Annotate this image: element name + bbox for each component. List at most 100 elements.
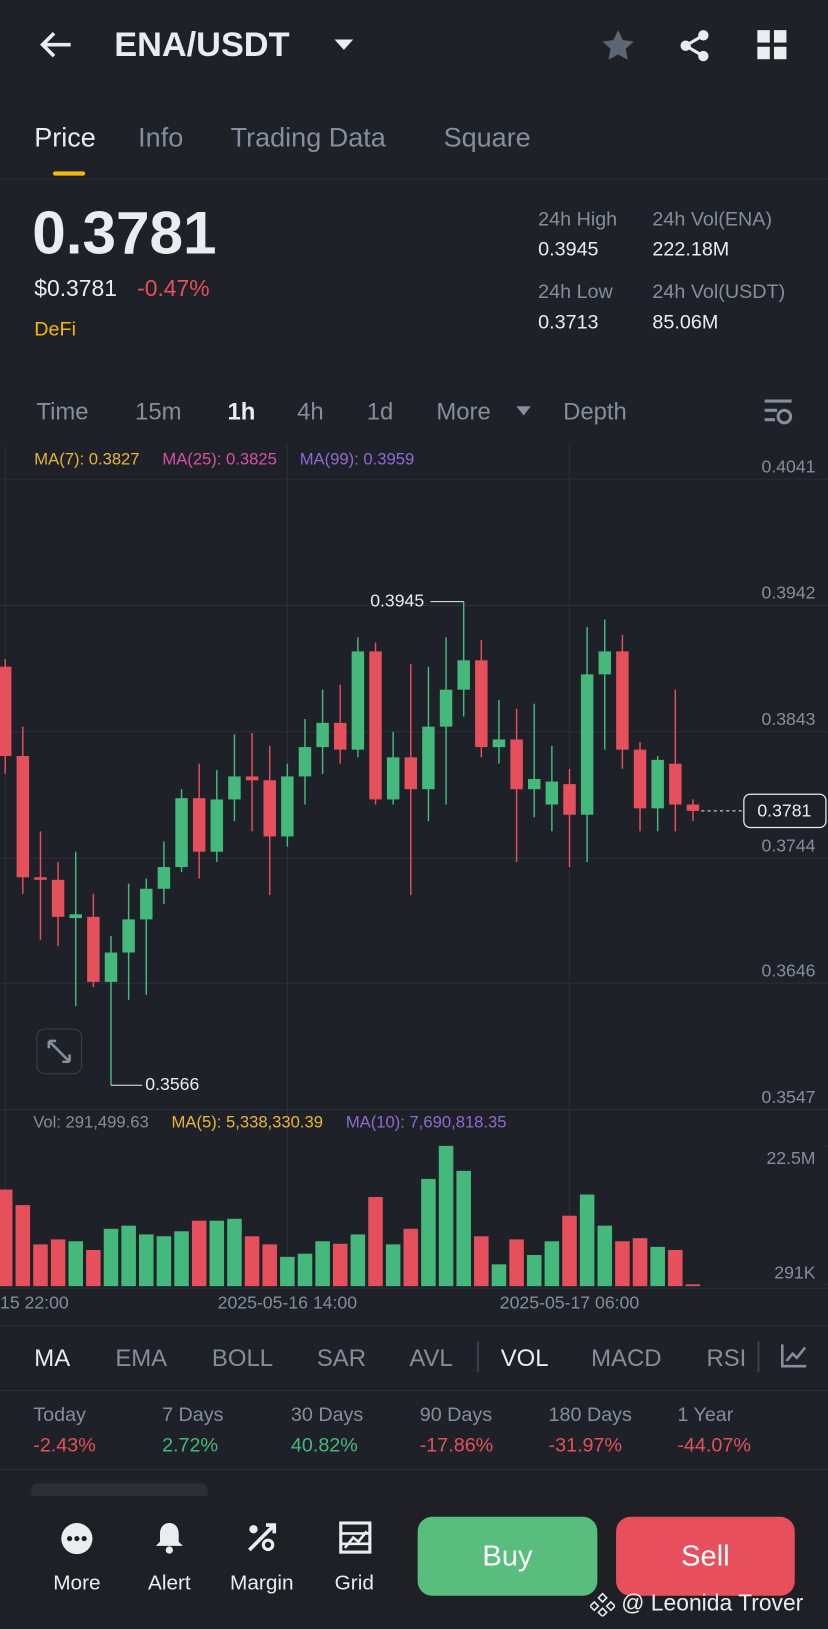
candle-body [580, 674, 594, 815]
indicator-tab[interactable]: AVL [409, 1344, 453, 1372]
stat-value: 222.18M [652, 238, 730, 261]
volume-bar [244, 1236, 260, 1287]
volume-bar [68, 1241, 84, 1287]
sell-button[interactable]: Sell [616, 1516, 795, 1596]
interval-tab[interactable]: 4h [297, 397, 324, 425]
candle-body [228, 776, 241, 800]
volume-bar [385, 1244, 401, 1287]
candle-body [140, 888, 153, 920]
candle-body [298, 747, 312, 777]
action-label[interactable]: More [53, 1571, 101, 1595]
volume-bar [50, 1239, 66, 1287]
tab[interactable]: Trading Data [230, 121, 386, 153]
stat-label: 24h Low [538, 281, 613, 304]
more-icon[interactable] [60, 1522, 93, 1555]
pair-dropdown[interactable] [333, 37, 354, 52]
alert-icon[interactable] [153, 1520, 186, 1555]
indicator-tab[interactable]: MA [34, 1344, 71, 1372]
action-label[interactable]: Margin [230, 1571, 294, 1595]
low-label: 0.3566 [145, 1074, 199, 1094]
volume-bar [33, 1244, 48, 1287]
indicator-tab[interactable]: BOLL [211, 1344, 274, 1372]
candle-body [651, 759, 664, 809]
tab[interactable]: Square [443, 121, 531, 153]
buy-button[interactable]: Buy [417, 1516, 598, 1596]
watermark: @ Leonida Trover [621, 1589, 804, 1616]
volume-bar [315, 1241, 330, 1287]
candle-body [386, 757, 400, 800]
indicator-tab[interactable]: VOL [500, 1344, 549, 1372]
interval-tab[interactable]: Depth [563, 397, 627, 425]
candle-body [175, 798, 188, 868]
volume-bar [138, 1234, 154, 1287]
share-icon[interactable] [677, 28, 712, 63]
interval-tab[interactable]: More [436, 397, 491, 425]
stat-label: 24h Vol(ENA) [652, 208, 773, 231]
candle-body [104, 952, 118, 982]
legend-entry: MA(5): 5,338,330.39 [172, 1112, 323, 1131]
candle-body [492, 739, 506, 748]
margin-icon[interactable] [245, 1521, 278, 1554]
volume-bar [650, 1246, 665, 1287]
volume-bar [615, 1241, 630, 1287]
stat-value: 0.3713 [538, 311, 599, 334]
y-tick-label: 0.3942 [762, 583, 816, 603]
volume-bar [474, 1236, 489, 1287]
watermark-logo [590, 1592, 616, 1617]
legend-entry: MA(99): 0.3959 [300, 450, 414, 469]
candle-body [210, 799, 224, 852]
back-button[interactable] [37, 29, 74, 60]
candle-body [51, 879, 65, 917]
volume-bar [103, 1228, 119, 1287]
y-tick-label: 291K [774, 1263, 815, 1283]
tab-indicator [52, 171, 86, 176]
usd-price: $0.3781 [34, 275, 117, 302]
favorite-icon[interactable] [600, 28, 635, 63]
volume-bar [156, 1236, 172, 1287]
interval-tab[interactable]: 1h [227, 397, 256, 425]
candle-body [439, 689, 453, 727]
legend-entry: Vol: 291,499.63 [33, 1112, 148, 1131]
candle-body [404, 757, 418, 790]
volume-bar [86, 1249, 101, 1287]
candle-body [563, 784, 576, 815]
candle-body [616, 651, 629, 750]
expand-icon [47, 1039, 71, 1064]
indicator-tab[interactable]: EMA [115, 1344, 168, 1372]
candle-body [351, 651, 365, 750]
action-label[interactable]: Alert [147, 1571, 191, 1595]
expand-button[interactable] [36, 1028, 83, 1075]
stat-value: 0.3945 [538, 238, 599, 261]
period-label: 180 Days [548, 1404, 632, 1427]
candle-body [686, 804, 700, 811]
volume-bar [332, 1243, 348, 1287]
indicator-tab[interactable]: RSI [706, 1344, 747, 1372]
volume-bar [526, 1254, 542, 1287]
indicator-tab[interactable]: SAR [316, 1344, 366, 1372]
volume-bar [209, 1220, 225, 1287]
tab[interactable]: Price [34, 121, 96, 153]
volume-bar [544, 1241, 560, 1287]
legend-entry: MA(7): 0.3827 [34, 450, 139, 469]
pair-title[interactable]: ENA/USDT [114, 24, 290, 64]
tab[interactable]: Info [138, 121, 184, 153]
volume-bar [280, 1256, 295, 1287]
interval-tab[interactable]: 15m [135, 397, 182, 425]
more-caret [516, 406, 531, 416]
divider [0, 1390, 828, 1392]
indicator-tab[interactable]: MACD [591, 1344, 662, 1372]
category-tag[interactable]: DeFi [34, 318, 76, 341]
candle-body [122, 919, 135, 953]
interval-tab[interactable]: 1d [366, 397, 394, 425]
action-label[interactable]: Grid [334, 1571, 374, 1595]
divider [0, 1325, 828, 1327]
chart-settings-icon[interactable] [763, 398, 794, 427]
indicator-settings-icon[interactable] [779, 1342, 808, 1369]
volume-bar [562, 1215, 577, 1287]
volume-bar [262, 1244, 277, 1287]
candle-body [457, 660, 470, 690]
interval-tab[interactable]: Time [36, 397, 89, 425]
grid-bot-icon[interactable] [339, 1521, 372, 1554]
grid-menu-icon[interactable] [756, 29, 789, 62]
candle-body [69, 914, 82, 919]
